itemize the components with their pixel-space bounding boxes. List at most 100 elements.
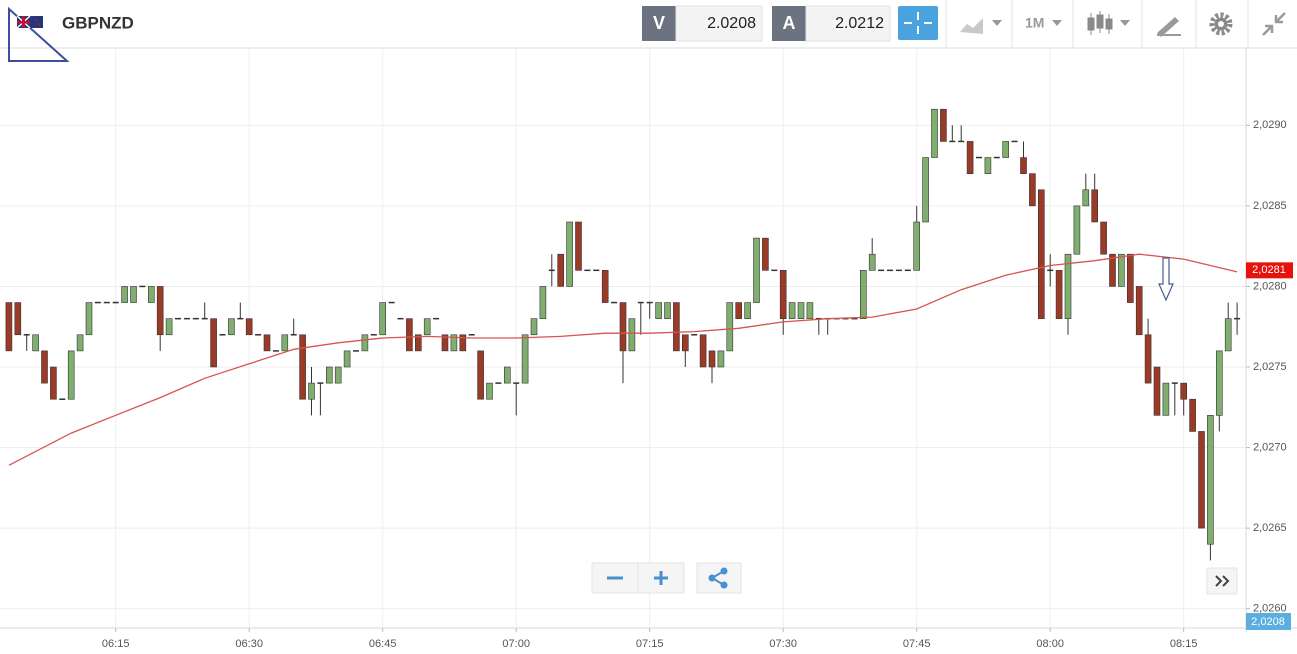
timeframe[interactable]: 1M xyxy=(1025,15,1044,31)
candle-body xyxy=(1135,286,1143,336)
buy-price-box[interactable] xyxy=(805,5,891,42)
candle-body xyxy=(343,350,351,368)
bid-axis-marker: 2,0208 xyxy=(1246,613,1291,630)
candle-body xyxy=(717,350,725,368)
candle-type-button[interactable] xyxy=(1087,11,1130,35)
candle-body xyxy=(317,382,324,384)
candle-body xyxy=(139,285,146,288)
candle-body xyxy=(993,156,1000,159)
moving-average-line xyxy=(8,253,1238,466)
x-tick-label: 08:15 xyxy=(1170,638,1198,650)
candle-body xyxy=(388,301,395,304)
settings-button[interactable] xyxy=(1209,12,1233,36)
candle-body xyxy=(175,317,181,320)
candle-body xyxy=(601,270,609,303)
candle-body xyxy=(210,318,217,368)
candle-body xyxy=(85,302,93,336)
candle-body xyxy=(477,350,484,400)
x-tick-label: 06:15 xyxy=(102,638,130,650)
timeframe-button[interactable]: 1M xyxy=(1025,15,1062,31)
x-tick-label: 07:45 xyxy=(903,638,931,650)
candle-body xyxy=(753,237,760,303)
candle-body xyxy=(121,286,128,303)
candle-body xyxy=(1091,189,1098,223)
price-marker-label: 2,0281 xyxy=(1252,264,1286,276)
candle-body xyxy=(1171,382,1178,384)
candle-body xyxy=(949,140,956,143)
candle-body xyxy=(806,302,814,319)
crosshair-button[interactable] xyxy=(898,6,938,40)
candle-body xyxy=(628,318,636,352)
x-tick-label: 07:00 xyxy=(502,638,530,650)
candle-body xyxy=(1109,253,1116,287)
sell-label[interactable]: V xyxy=(653,13,665,33)
candle-body xyxy=(1189,398,1196,432)
candle-body xyxy=(566,221,573,287)
price-marker xyxy=(1246,262,1293,279)
candle-body xyxy=(539,286,547,319)
candle-body xyxy=(1224,318,1232,352)
chart-type-button[interactable] xyxy=(960,18,1002,34)
candle-body xyxy=(5,302,13,352)
candle-body xyxy=(1100,221,1107,255)
candle-body xyxy=(397,317,404,320)
drawing-button[interactable] xyxy=(1157,17,1181,37)
candle-body xyxy=(1082,189,1090,207)
candle-body xyxy=(192,317,199,320)
candle-body xyxy=(183,317,190,320)
candle-body xyxy=(94,301,101,304)
y-tick-label: 2,0270 xyxy=(1253,441,1287,453)
bid-axis-box xyxy=(1246,613,1291,630)
candle-body xyxy=(299,334,306,400)
candle-body xyxy=(423,318,431,336)
candle-body xyxy=(76,334,84,352)
candle-body xyxy=(459,334,467,352)
candle-body xyxy=(1162,382,1170,416)
candle-body xyxy=(922,157,929,223)
candle-body xyxy=(637,301,644,304)
candle-body xyxy=(868,253,876,271)
zoom-in[interactable] xyxy=(654,571,668,585)
candle-body xyxy=(548,269,555,272)
candle-body xyxy=(513,382,520,384)
candle-body xyxy=(699,334,707,368)
candle-body xyxy=(584,269,591,272)
sell-button[interactable] xyxy=(642,6,676,41)
candle-body xyxy=(1153,366,1161,416)
candle-body xyxy=(370,334,377,336)
candle-body xyxy=(379,302,387,336)
candle-body xyxy=(130,286,137,303)
buy-label[interactable]: A xyxy=(783,13,796,33)
symbol: GBPNZD xyxy=(62,13,134,32)
candle-body xyxy=(851,317,858,320)
candle-body xyxy=(353,350,359,352)
candle-body xyxy=(1234,317,1241,320)
candle-body xyxy=(272,350,279,352)
collapse-button[interactable] xyxy=(1262,12,1286,36)
candle-body xyxy=(414,334,422,352)
y-tick-label: 2,0275 xyxy=(1253,361,1287,373)
candle-body xyxy=(308,382,315,400)
flag-icon xyxy=(16,15,43,29)
buy-price[interactable]: 2.0212 xyxy=(835,15,884,32)
candle-body xyxy=(646,301,653,304)
candle-body xyxy=(815,317,822,320)
sell-price-box[interactable] xyxy=(675,5,763,42)
buy-button[interactable] xyxy=(772,6,806,41)
candle-body xyxy=(771,269,778,272)
candle-body xyxy=(255,334,262,336)
candle-body xyxy=(1055,270,1063,319)
candle-body xyxy=(1127,253,1134,303)
candle-body xyxy=(1180,382,1187,400)
candle-body xyxy=(263,334,271,352)
candle-body xyxy=(103,301,110,304)
candle-body xyxy=(1207,415,1214,545)
sell-price[interactable]: 2.0208 xyxy=(707,15,756,32)
bid-axis-label: 2,0208 xyxy=(1251,616,1285,628)
candle-body xyxy=(495,382,502,384)
scroll-right-button[interactable] xyxy=(1206,567,1238,595)
share-button[interactable] xyxy=(696,562,742,594)
candle-body xyxy=(726,302,734,352)
candle-body xyxy=(611,301,618,304)
y-tick-label: 2,0290 xyxy=(1253,119,1287,131)
